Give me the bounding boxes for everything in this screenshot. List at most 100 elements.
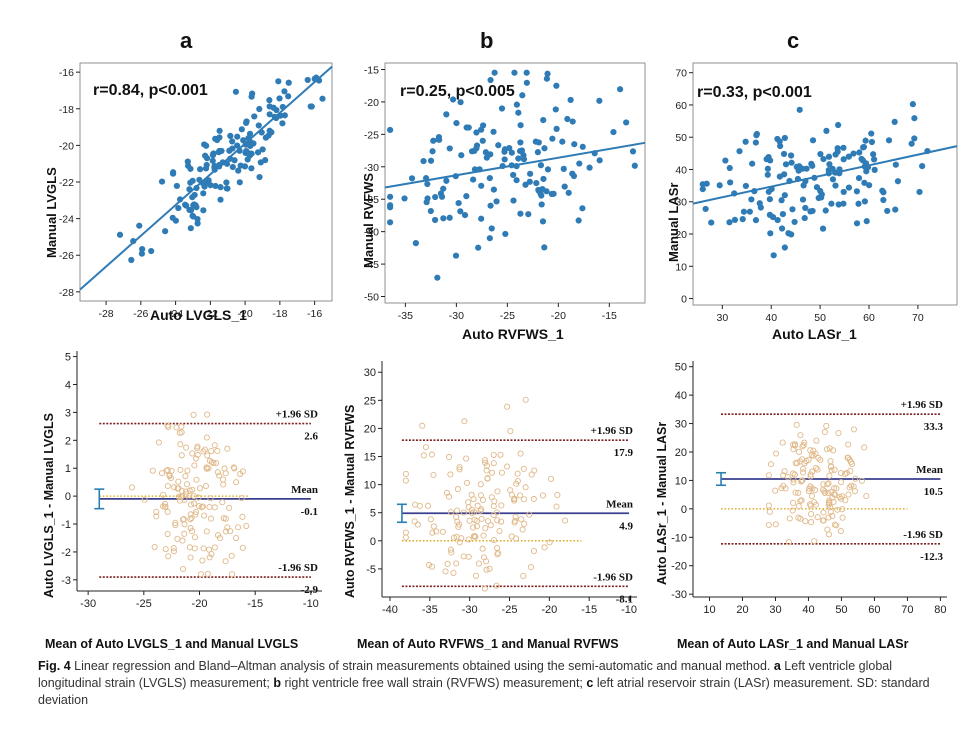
data-point — [424, 180, 431, 188]
data-point — [773, 450, 780, 457]
y-tick-label: -40 — [364, 227, 379, 239]
data-point — [748, 196, 755, 203]
x-tick-label: 30 — [769, 604, 781, 616]
data-point — [767, 157, 774, 164]
data-point — [431, 216, 439, 224]
data-point — [238, 126, 245, 133]
x-tick-label: 50 — [835, 604, 847, 616]
data-point — [200, 190, 207, 197]
data-point — [778, 225, 786, 232]
data-point — [814, 514, 821, 521]
data-point — [446, 214, 453, 221]
data-point — [223, 185, 230, 192]
y-tick-label: -50 — [364, 292, 379, 304]
data-point — [523, 79, 530, 86]
data-point — [479, 496, 487, 503]
data-point — [183, 444, 190, 451]
data-point — [820, 481, 827, 488]
y-tick-label: 60 — [675, 100, 687, 112]
data-point — [432, 193, 439, 201]
data-point — [863, 493, 870, 500]
lower-limit-value: -12.3 — [920, 551, 943, 563]
data-point — [189, 212, 196, 219]
data-point — [443, 111, 450, 118]
data-point — [795, 503, 802, 510]
data-point — [481, 457, 488, 464]
data-point — [799, 196, 807, 203]
data-point — [823, 446, 830, 453]
data-point — [191, 534, 199, 541]
data-point — [434, 274, 441, 281]
data-point — [493, 582, 500, 589]
data-point — [799, 477, 806, 484]
data-point — [222, 470, 229, 477]
mean-value: 4.9 — [619, 520, 633, 532]
data-point — [454, 486, 461, 493]
data-point — [220, 481, 227, 488]
data-point — [856, 149, 863, 156]
lower-limit-label: -1.96 SD — [593, 571, 633, 583]
data-point — [919, 162, 926, 170]
data-point — [311, 75, 318, 82]
data-point — [768, 185, 775, 193]
data-point — [456, 464, 463, 471]
data-point — [445, 453, 453, 461]
data-point — [471, 532, 478, 540]
data-point — [575, 217, 582, 224]
data-point — [224, 445, 231, 452]
data-point — [422, 175, 430, 182]
x-tick-label: 50 — [814, 312, 826, 324]
data-point — [164, 422, 171, 429]
x-tick-label: 70 — [901, 604, 913, 616]
data-point — [790, 470, 797, 477]
data-point — [837, 470, 844, 477]
x-tick-label: 80 — [934, 604, 946, 616]
data-point — [187, 516, 194, 523]
data-point — [519, 92, 526, 99]
mean-label: Mean — [606, 498, 633, 510]
data-point — [802, 204, 809, 212]
data-point — [829, 176, 837, 183]
data-point — [172, 519, 179, 526]
data-point — [796, 163, 803, 170]
data-point — [774, 216, 781, 224]
scatter-b-ylabel: Manual RVFWS — [361, 172, 376, 268]
data-point — [610, 128, 617, 136]
data-point — [151, 543, 158, 551]
data-point — [539, 185, 546, 193]
data-point — [211, 442, 218, 449]
data-point — [179, 537, 186, 544]
data-point — [422, 444, 429, 451]
plot-frame — [384, 62, 646, 304]
data-point — [824, 481, 831, 488]
data-point — [740, 208, 748, 215]
data-point — [631, 162, 638, 169]
data-point — [845, 184, 853, 191]
data-point — [742, 182, 749, 190]
data-point — [825, 499, 833, 506]
data-point — [823, 422, 830, 430]
scatter-c-xlabel: Auto LASr_1 — [772, 326, 857, 342]
data-point — [173, 424, 180, 431]
data-point — [454, 507, 461, 514]
data-point — [468, 509, 475, 517]
data-point — [498, 105, 506, 112]
data-point — [192, 455, 199, 462]
data-point — [870, 151, 877, 158]
data-point — [141, 496, 148, 503]
data-point — [447, 546, 454, 553]
data-point — [512, 513, 519, 521]
data-point — [817, 456, 824, 463]
data-point — [525, 211, 532, 218]
data-point — [471, 516, 478, 523]
data-point — [483, 467, 490, 474]
data-point — [128, 484, 136, 491]
data-point — [752, 217, 760, 224]
data-point — [161, 500, 169, 508]
data-point — [829, 512, 836, 520]
data-point — [266, 111, 273, 118]
ba-c-xlabel: Mean of Auto LASr_1 and Manual LASr — [677, 637, 909, 651]
data-point — [496, 527, 503, 535]
y-tick-label: -24 — [59, 214, 74, 226]
